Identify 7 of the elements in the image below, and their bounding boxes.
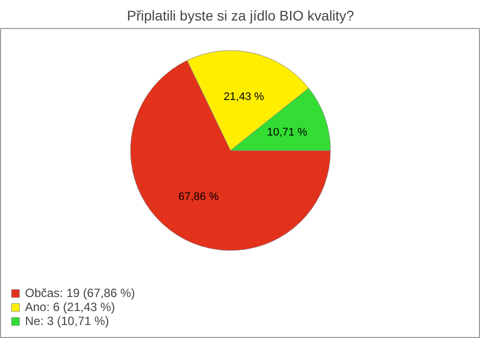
legend-label: Ano: 6 (21,43 %): [25, 300, 116, 314]
chart-title: Připlatili byste si za jídlo BIO kvality?: [126, 8, 354, 24]
legend-label: Občas: 19 (67,86 %): [25, 286, 136, 300]
data-label: 10,71 %: [266, 126, 308, 138]
legend-label: Ne: 3 (10,71 %): [25, 314, 110, 328]
data-label: 67,86 %: [178, 191, 219, 204]
data-label: 21,43 %: [224, 90, 264, 103]
